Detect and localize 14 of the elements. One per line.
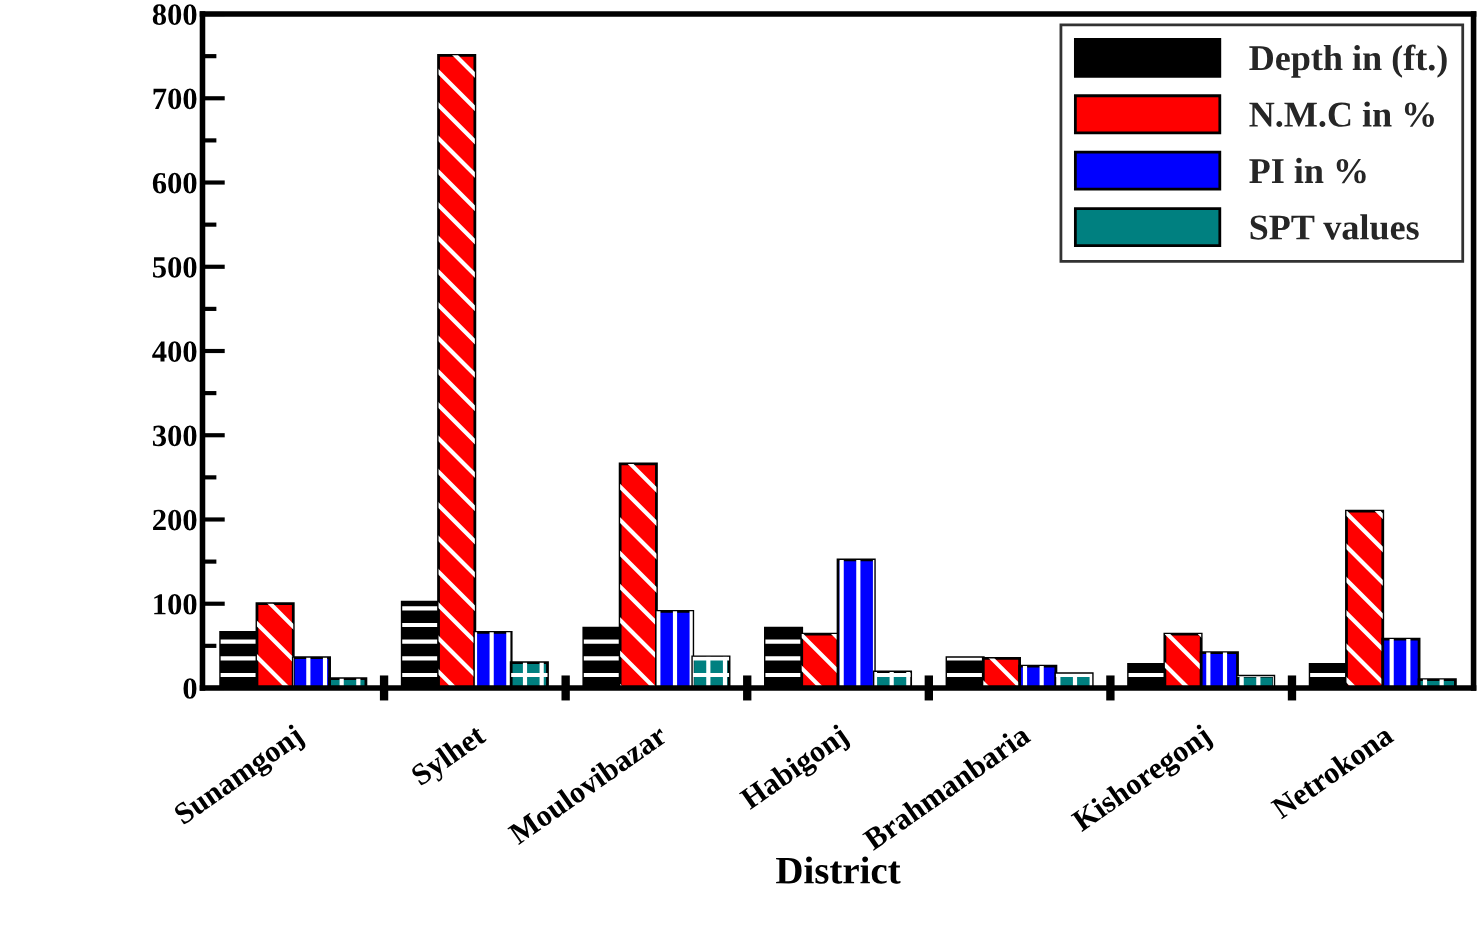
y-tick-label: 700 <box>153 88 197 110</box>
x-axis-title: District <box>776 856 901 884</box>
legend-label: SPT values <box>1250 214 1419 240</box>
y-tick-label: 300 <box>152 425 197 447</box>
y-tick-label: 600 <box>152 172 197 194</box>
legend-label: PI in % <box>1249 157 1366 184</box>
y-tick-label: 500 <box>153 257 197 278</box>
y-tick-label: 0 <box>183 678 197 699</box>
y-tick-label: 200 <box>153 509 197 531</box>
legend-label: Depth in (ft.) <box>1249 44 1447 78</box>
legend-label: N.M.C in % <box>1249 101 1434 127</box>
y-tick-label: 400 <box>152 341 197 362</box>
y-tick-label: 100 <box>154 594 197 615</box>
y-tick-label: 800 <box>152 4 197 25</box>
